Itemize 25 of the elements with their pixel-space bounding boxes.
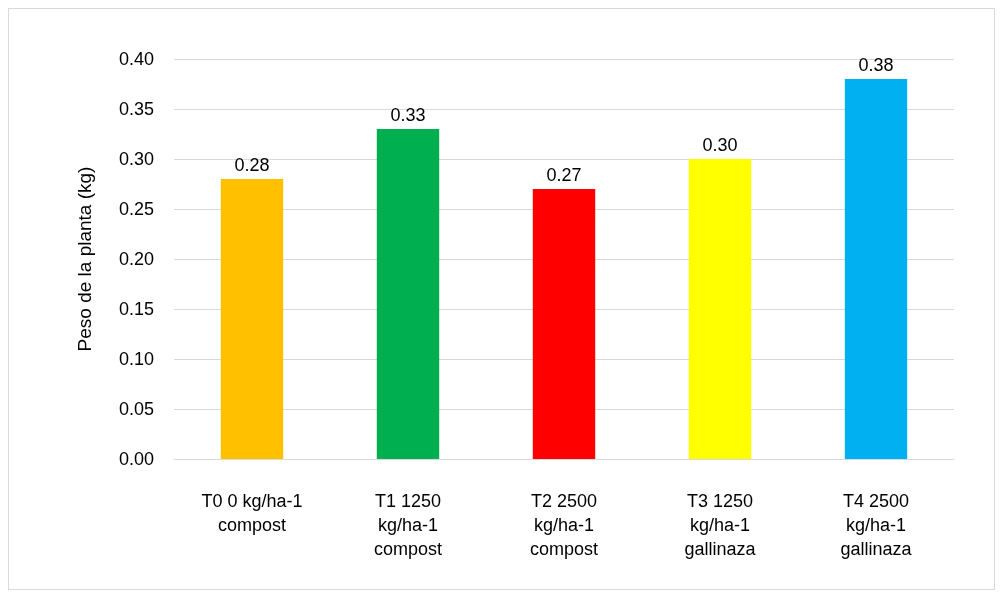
x-tick-label: T1 1250 kg/ha-1 compost <box>373 491 443 559</box>
bar <box>220 179 284 459</box>
data-label: 0.38 <box>858 55 894 75</box>
y-tick-label: 0.15 <box>118 299 154 319</box>
data-label: 0.27 <box>546 165 582 185</box>
data-label: 0.30 <box>702 135 738 155</box>
y-tick-label: 0.35 <box>118 99 154 119</box>
bar <box>532 189 596 459</box>
data-label: 0.33 <box>390 105 426 125</box>
y-tick-label: 0.20 <box>118 249 154 269</box>
x-tick-label: T0 0 kg/ha-1 compost <box>201 491 303 535</box>
bar <box>688 159 752 459</box>
x-tick-label: T2 2500 kg/ha-1 compost <box>529 491 599 559</box>
y-tick-label: 0.00 <box>118 449 154 469</box>
x-tick-label: T4 2500 kg/ha-1 gallinaza <box>840 491 913 559</box>
bar <box>844 79 908 459</box>
x-tick-label: T3 1250 kg/ha-1 gallinaza <box>684 491 757 559</box>
y-tick-label: 0.40 <box>118 49 154 69</box>
data-label: 0.28 <box>234 155 270 175</box>
y-axis-title: Peso de la planta (kg) <box>74 166 95 352</box>
bar <box>376 129 440 459</box>
y-tick-label: 0.30 <box>118 149 154 169</box>
y-tick-label: 0.25 <box>118 199 154 219</box>
y-tick-label: 0.05 <box>118 399 154 419</box>
y-tick-label: 0.10 <box>118 349 154 369</box>
